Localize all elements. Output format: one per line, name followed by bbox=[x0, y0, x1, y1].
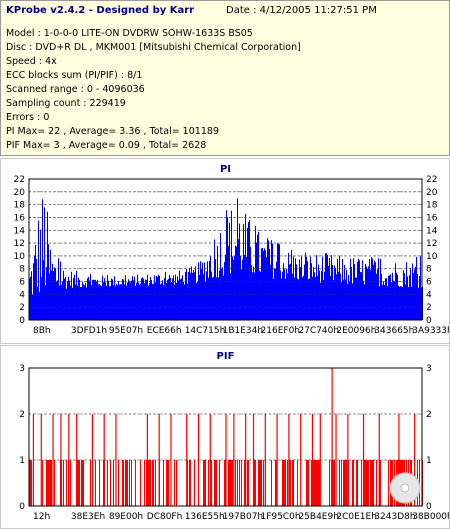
y-tick-label-right: 4 bbox=[426, 290, 432, 300]
x-tick-label: 3DFD1h bbox=[71, 326, 107, 336]
app-title: KProbe v2.4.2 - Designed by Karr bbox=[6, 5, 195, 16]
y-tick-label-left: 14 bbox=[14, 226, 26, 236]
y-tick-label-left: 0 bbox=[19, 502, 25, 512]
y-tick-label-right: 3 bbox=[426, 364, 432, 374]
y-tick-label-left: 16 bbox=[14, 213, 26, 223]
info-ecc: ECC blocks sum (PI/PIF) : 8/1 bbox=[6, 70, 143, 81]
x-tick-label: 2E0096h bbox=[336, 326, 376, 336]
info-pif-stats: PIF Max= 3 , Average= 0.09 , Total= 2628 bbox=[6, 140, 207, 151]
x-tick-label: 343665h bbox=[374, 326, 414, 336]
y-tick-label-left: 2 bbox=[19, 410, 25, 420]
y-tick-label-left: 3 bbox=[19, 364, 25, 374]
x-tick-label: 8Bh bbox=[33, 326, 51, 336]
info-range: Scanned range : 0 - 4096036 bbox=[6, 84, 145, 95]
y-tick-label-left: 10 bbox=[14, 252, 26, 262]
y-tick-label-right: 8 bbox=[426, 265, 432, 275]
y-tick-label-left: 12 bbox=[14, 239, 25, 249]
y-tick-label-left: 6 bbox=[19, 278, 25, 288]
info-pi-stats: PI Max= 22 , Average= 3.36 , Total= 1011… bbox=[6, 126, 219, 137]
x-tick-label: 1B1E34h bbox=[223, 326, 263, 336]
x-tick-label: DC80Fh bbox=[147, 512, 183, 522]
info-model: Model : 1-0-0-0 LITE-ON DVDRW SOHW-1633S… bbox=[6, 28, 253, 39]
x-tick-label: 12h bbox=[33, 512, 50, 522]
y-tick-label-right: 0 bbox=[426, 502, 432, 512]
y-tick-label-right: 0 bbox=[426, 316, 432, 326]
y-tick-label-right: 20 bbox=[426, 188, 438, 198]
y-tick-label-left: 22 bbox=[14, 175, 25, 185]
pi-chart-panel: PI 0 0 2 2 4 4 6 6 8 8 10 10 12 12 14 14 16 16 18 18 20 20 22 22… bbox=[0, 158, 450, 344]
info-speed: Speed : 4x bbox=[6, 56, 57, 67]
x-tick-label: 89E00h bbox=[109, 512, 143, 522]
x-tick-label: 14C715h bbox=[185, 326, 226, 336]
x-tick-label: 38E3Eh bbox=[71, 512, 105, 522]
y-tick-label-right: 1 bbox=[426, 456, 432, 466]
scan-date: Date : 4/12/2005 11:27:51 PM bbox=[226, 5, 377, 16]
chart-title: PI bbox=[220, 164, 231, 175]
pif-chart-panel: PIF 0 0 1 1 2 2 3 3 12h 38E3Eh 89E00h DC80Fh 136E55h 1… bbox=[0, 345, 450, 529]
info-disc: Disc : DVD+R DL , MKM001 [Mitsubishi Che… bbox=[6, 42, 301, 53]
x-tick-label: 27C740h bbox=[298, 326, 339, 336]
y-tick-label-left: 20 bbox=[14, 188, 26, 198]
x-tick-label: 136E55h bbox=[185, 512, 225, 522]
y-tick-label-left: 1 bbox=[19, 456, 25, 466]
x-tick-label: 1F95C0h bbox=[261, 512, 301, 522]
x-tick-label: 38B000h bbox=[412, 512, 449, 522]
info-sampling: Sampling count : 229419 bbox=[6, 98, 126, 109]
x-tick-label: 95E07h bbox=[109, 326, 143, 336]
x-tick-label: 197B07h bbox=[223, 512, 264, 522]
y-tick-label-right: 18 bbox=[426, 201, 438, 211]
y-tick-label-right: 6 bbox=[426, 278, 432, 288]
y-tick-label-right: 2 bbox=[426, 410, 432, 420]
x-tick-label: ECE66h bbox=[147, 326, 182, 336]
disc-watermark-icon bbox=[389, 472, 421, 504]
x-tick-label: 3243D8h bbox=[374, 512, 415, 522]
y-tick-label-right: 2 bbox=[426, 303, 432, 313]
y-tick-label-right: 14 bbox=[426, 226, 438, 236]
chart-title: PIF bbox=[217, 351, 235, 362]
y-tick-label-left: 4 bbox=[19, 290, 25, 300]
y-tick-label-right: 12 bbox=[426, 239, 437, 249]
y-tick-label-left: 2 bbox=[19, 303, 25, 313]
x-tick-label: 2C0E1Eh bbox=[336, 512, 377, 522]
x-tick-label: 25B4E9h bbox=[298, 512, 338, 522]
info-errors: Errors : 0 bbox=[6, 112, 50, 123]
x-tick-label: 216EF0h bbox=[261, 326, 300, 336]
y-tick-label-right: 22 bbox=[426, 175, 437, 185]
info-panel: KProbe v2.4.2 - Designed by Karr Date : … bbox=[0, 0, 450, 156]
x-tick-label: 3A9333h bbox=[412, 326, 449, 336]
y-tick-label-left: 8 bbox=[19, 265, 25, 275]
y-tick-label-left: 18 bbox=[14, 201, 26, 211]
y-tick-label-right: 10 bbox=[426, 252, 438, 262]
plot-border bbox=[28, 367, 423, 507]
y-tick-label-right: 16 bbox=[426, 213, 438, 223]
y-tick-label-left: 0 bbox=[19, 316, 25, 326]
plot-border bbox=[28, 178, 423, 321]
